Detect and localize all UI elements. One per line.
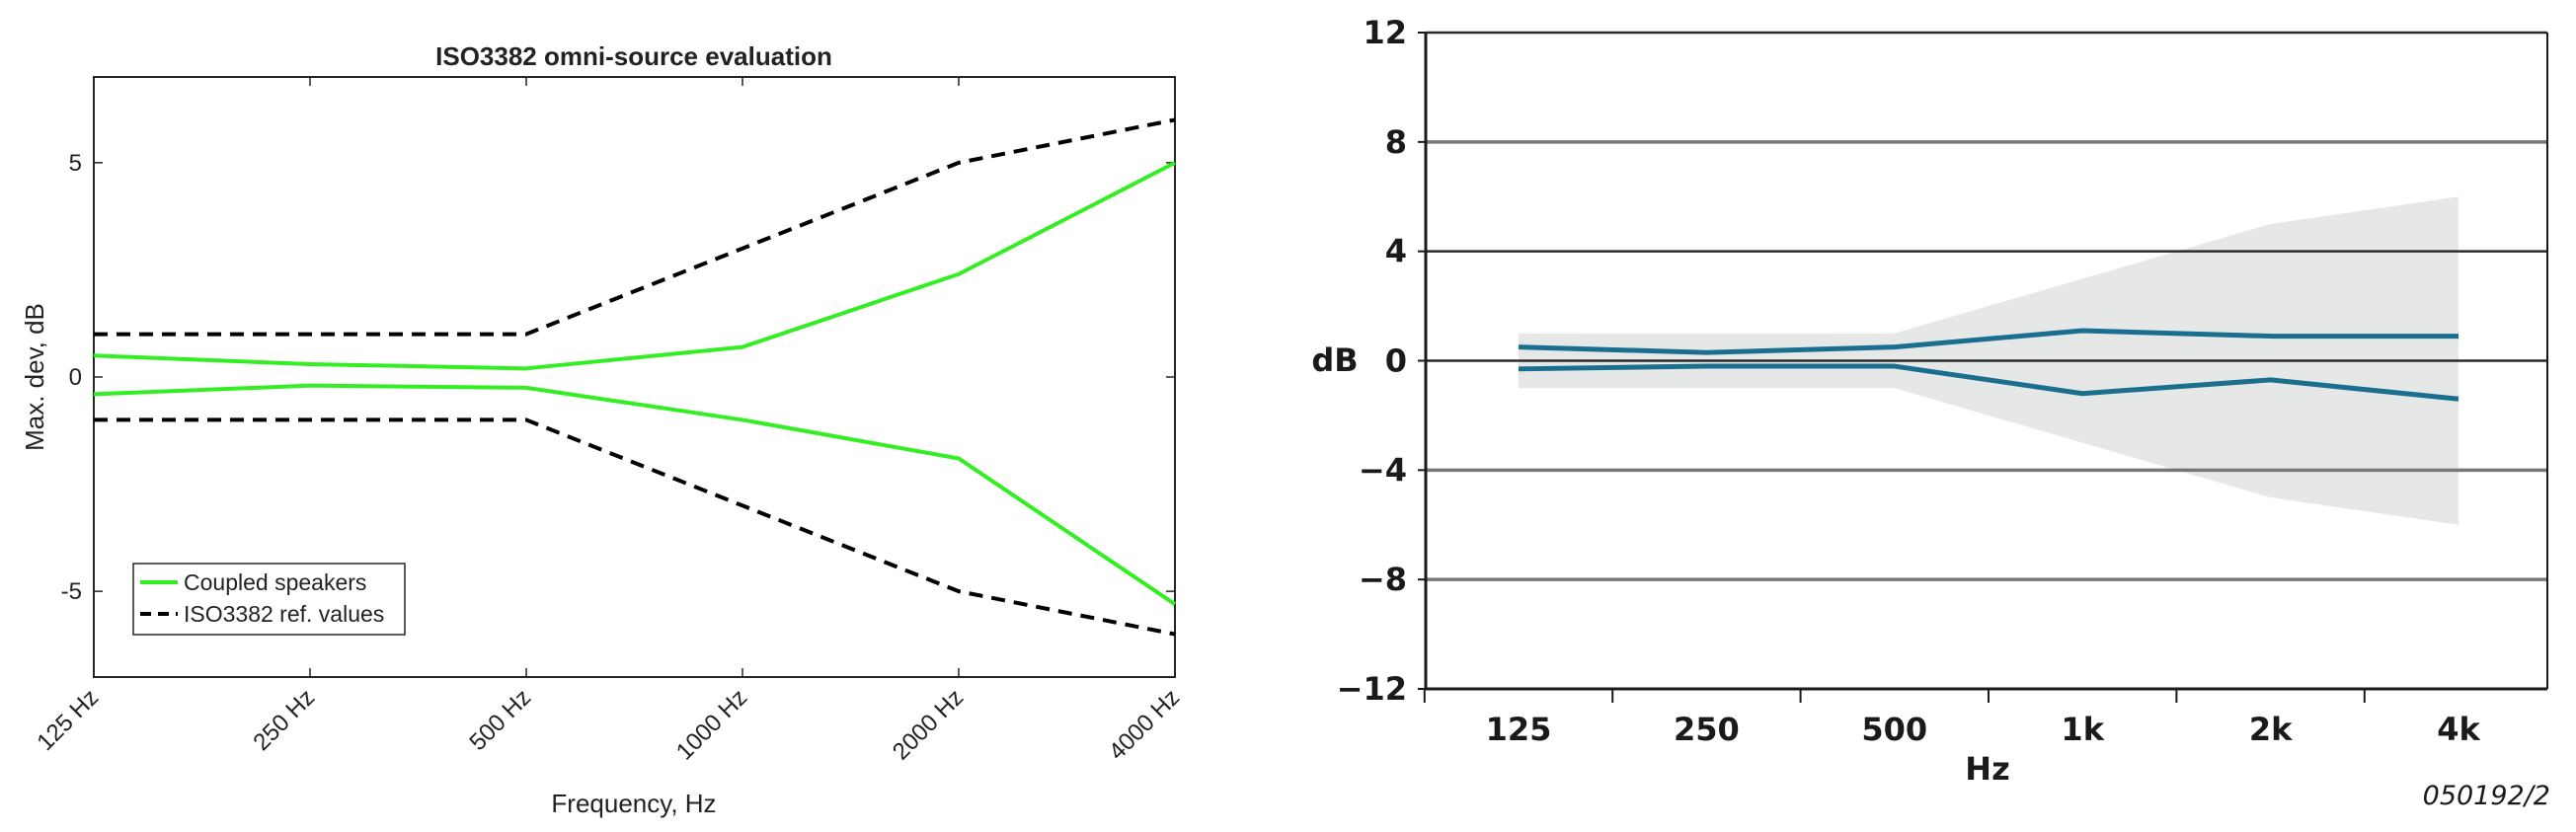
right-x-tick-label: 1k bbox=[2061, 711, 2104, 748]
left-series-line-4 bbox=[94, 417, 1176, 637]
right-x-tick-label: 125 bbox=[1486, 711, 1552, 748]
right-y-tick-label: −4 bbox=[1359, 451, 1407, 489]
left-x-tick-label: 500 Hz bbox=[464, 684, 536, 756]
left-y-tick-label: -5 bbox=[61, 578, 82, 605]
right-x-ticks: 125 250 500 1k 2k 4k bbox=[1423, 689, 2480, 748]
left-y-axis-label: Max. dev, dB bbox=[20, 303, 49, 451]
right-y-tick-label: 4 bbox=[1385, 233, 1407, 270]
left-x-tick-label: 1000 Hz bbox=[671, 684, 752, 765]
right-series-line-1 bbox=[1518, 328, 2459, 355]
left-chart-title: ISO3382 omni-source evaluation bbox=[435, 41, 832, 71]
left-x-tick-label: 250 Hz bbox=[248, 684, 320, 756]
right-x-tick-label: 4k bbox=[2437, 711, 2480, 748]
right-y-tick-label: −8 bbox=[1359, 561, 1407, 598]
right-x-axis-label: Hz bbox=[1965, 750, 2009, 788]
right-figure-code: 050192/2 bbox=[2423, 781, 2550, 811]
left-legend-box bbox=[132, 563, 406, 636]
left-y-tick-label: 0 bbox=[69, 364, 82, 391]
left-x-tick-label: 4000 Hz bbox=[1104, 684, 1185, 765]
left-y-ticks: 5 0 -5 bbox=[61, 150, 1175, 605]
right-y-tick-label: 0 bbox=[1385, 342, 1407, 380]
right-x-tick-label: 500 bbox=[1861, 711, 1927, 748]
right-x-tick-label: 2k bbox=[2249, 711, 2293, 748]
left-series-line-iso3382-ref-values bbox=[94, 117, 1176, 337]
right-gridlines bbox=[1426, 31, 2547, 581]
right-y-tick-label: 12 bbox=[1363, 14, 1407, 51]
left-x-axis-label: Frequency, Hz bbox=[551, 789, 716, 818]
left-x-tick-label: 125 Hz bbox=[32, 684, 104, 756]
legend-label-iso3382-ref: ISO3382 ref. values bbox=[184, 601, 384, 627]
right-y-tick-label: −12 bbox=[1337, 670, 1407, 708]
left-chart: ISO3382 omni-source evaluation Frequency… bbox=[20, 41, 1185, 818]
left-series-line-coupled-speakers bbox=[93, 161, 1176, 371]
right-series-group bbox=[1518, 328, 2459, 402]
right-y-tick-label: 8 bbox=[1385, 123, 1407, 161]
right-y-axis-label: dB bbox=[1311, 341, 1358, 379]
legend-label-coupled-speakers: Coupled speakers bbox=[184, 569, 366, 595]
right-x-tick-label: 250 bbox=[1674, 711, 1740, 748]
right-chart: 12 8 4 0 −4 −8 −12 125 250 500 1k 2k 4k dB Hz 05019… bbox=[1311, 14, 2550, 811]
left-series-line-2 bbox=[93, 383, 1177, 606]
left-x-tick-label: 2000 Hz bbox=[888, 684, 969, 765]
left-y-tick-label: 5 bbox=[69, 150, 82, 177]
left-legend: Coupled speakers ISO3382 ref. values bbox=[132, 563, 406, 636]
right-y-ticks: 12 8 4 0 −4 −8 −12 bbox=[1337, 14, 1426, 708]
right-series-line-2 bbox=[1518, 363, 2459, 402]
left-series-group bbox=[93, 117, 1177, 637]
